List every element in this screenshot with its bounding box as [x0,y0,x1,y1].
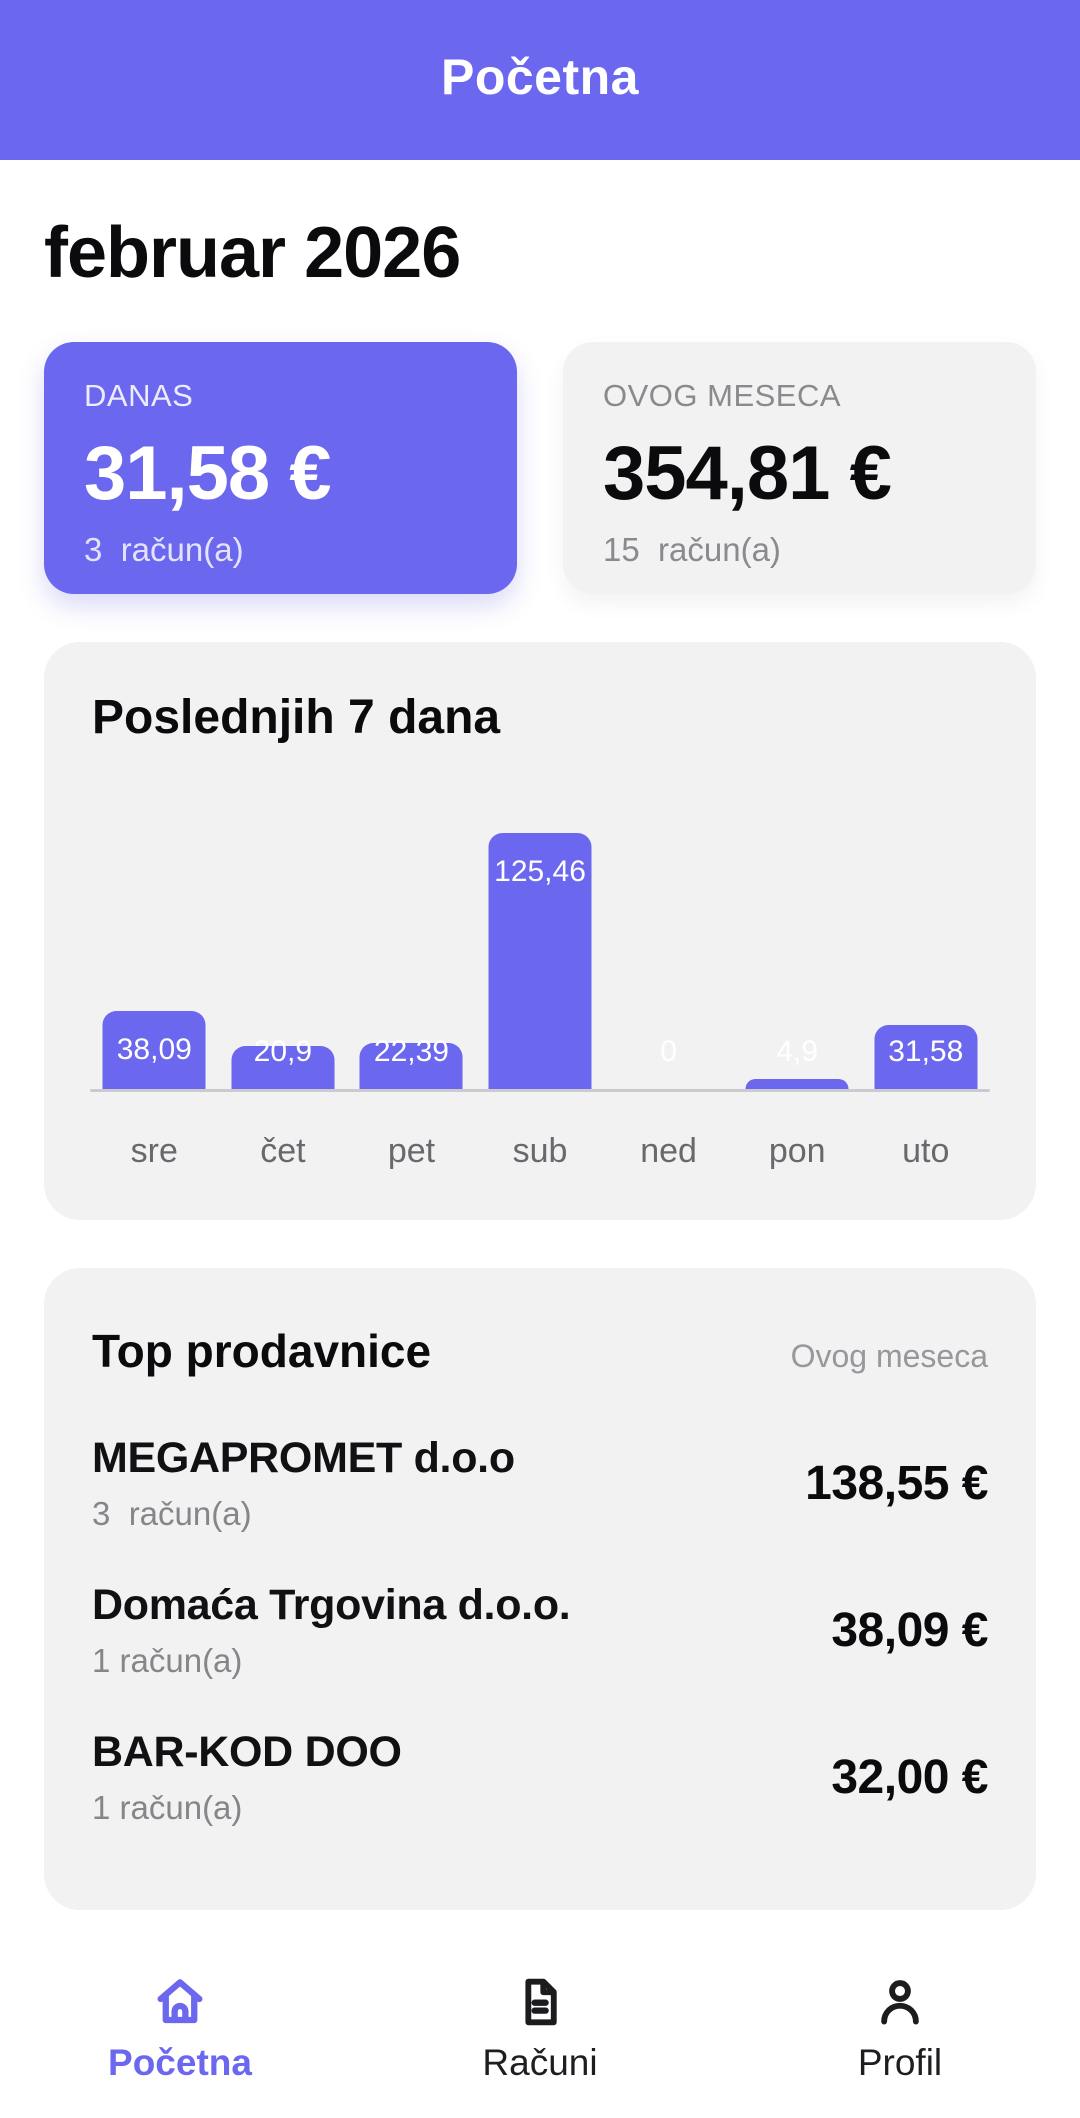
person-icon [872,1974,928,2030]
chart-bar [102,1011,206,1089]
store-amount: 32,00 € [831,1751,988,1804]
store-count: 1 račun(a) [92,1789,243,1826]
top-stores-header: Top prodavnice Ovog meseca [92,1324,988,1378]
top-stores-card: Top prodavnice Ovog meseca MEGAPROMET d.… [44,1268,1036,1910]
home-icon [152,1974,208,2030]
tab-racuni[interactable]: Računi [360,1960,720,2118]
store-amount: 138,55 € [805,1457,988,1510]
month-card-amount: 354,81 € [603,431,892,516]
chart-bar-column: 4,9 [733,789,862,1089]
chart-day-labels: sre čet pet sub ned pon uto [90,1092,990,1171]
chart-day-label: uto [902,1132,950,1170]
chart-bar-value: 4,9 [776,1035,819,1068]
last-7-days-card: Poslednjih 7 dana 38,09 20,9 22,39 125,46 0 4… [44,642,1036,1220]
store-name: BAR-KOD DOO [92,1728,402,1776]
app-bar: Početna [0,0,1080,160]
tab-racuni-label: Računi [482,2042,598,2083]
store-amount: 38,09 € [831,1604,988,1657]
summary-cards-row: DANAS 31,58 € 3 račun(a) OVOG MESECA 354… [44,342,1036,594]
month-card-count: 15 račun(a) [603,530,781,568]
store-info: Domaća Trgovina d.o.o. 1 račun(a) [92,1581,571,1680]
chart-bar [874,1025,978,1089]
store-row: BAR-KOD DOO 1 račun(a) 32,00 € [92,1728,988,1827]
chart-day-label: sre [130,1132,178,1170]
tab-profil[interactable]: Profil [720,1960,1080,2118]
chart-bar-value: 125,46 [494,855,586,888]
store-info: BAR-KOD DOO 1 račun(a) [92,1728,402,1827]
chart-bar-column: 0 [604,789,733,1089]
chart-bar-value: 22,39 [373,1035,449,1068]
chart-bar-value: 20,9 [253,1035,313,1068]
store-name: Domaća Trgovina d.o.o. [92,1581,571,1629]
store-list: MEGAPROMET d.o.o 3 račun(a) 138,55 € Dom… [92,1434,988,1827]
month-card-label: OVOG MESECA [603,378,842,413]
chart-bar [231,1046,335,1089]
tab-pocetna-label: Početna [108,2042,252,2083]
store-row: Domaća Trgovina d.o.o. 1 račun(a) 38,09 … [92,1581,988,1680]
store-count: 1 račun(a) [92,1642,243,1679]
tab-profil-label: Profil [857,2042,943,2083]
page-title: Početna [440,49,639,105]
today-card-label: DANAS [84,378,194,413]
chart-day-label: pon [768,1132,826,1170]
bottom-tab-bar: Početna Računi Profil [0,1960,1080,2118]
chart-bar-column: 20,9 [219,789,348,1089]
today-card-amount: 31,58 € [84,431,332,516]
today-card-count: 3 račun(a) [84,530,244,568]
chart-bar [488,833,592,1089]
chart-bar-column: 125,46 [476,789,605,1089]
top-stores-period: Ovog meseca [790,1338,988,1374]
store-count: 3 račun(a) [92,1495,252,1532]
chart-axis-line [90,1089,990,1092]
chart-day-label: sub [512,1132,568,1170]
month-summary-card: OVOG MESECA 354,81 € 15 račun(a) [563,342,1036,594]
chart-bar [359,1043,463,1089]
today-summary-card: DANAS 31,58 € 3 račun(a) [44,342,517,594]
chart-day-label: ned [640,1132,697,1170]
store-info: MEGAPROMET d.o.o 3 račun(a) [92,1434,515,1533]
chart-bar-value: 0 [660,1035,677,1068]
chart-bar-column: 31,58 [861,789,990,1089]
chart-bar-value: 38,09 [116,1033,192,1066]
chart-bar-column: 38,09 [90,789,219,1089]
chart-bar [745,1079,849,1089]
chart-title: Poslednjih 7 dana [92,691,501,744]
chart-bar-column: 22,39 [347,789,476,1089]
tab-pocetna[interactable]: Početna [0,1960,360,2118]
bar-chart-plot: 38,09 20,9 22,39 125,46 0 4,9 31,58 [90,789,990,1089]
receipt-icon [512,1974,568,2030]
store-name: MEGAPROMET d.o.o [92,1434,515,1482]
chart-day-label: čet [260,1132,306,1170]
store-row: MEGAPROMET d.o.o 3 račun(a) 138,55 € [92,1434,988,1533]
chart-bar-value: 31,58 [888,1035,964,1068]
top-stores-title: Top prodavnice [92,1325,432,1377]
month-heading: februar 2026 [44,213,461,293]
chart-day-label: pet [387,1132,436,1170]
